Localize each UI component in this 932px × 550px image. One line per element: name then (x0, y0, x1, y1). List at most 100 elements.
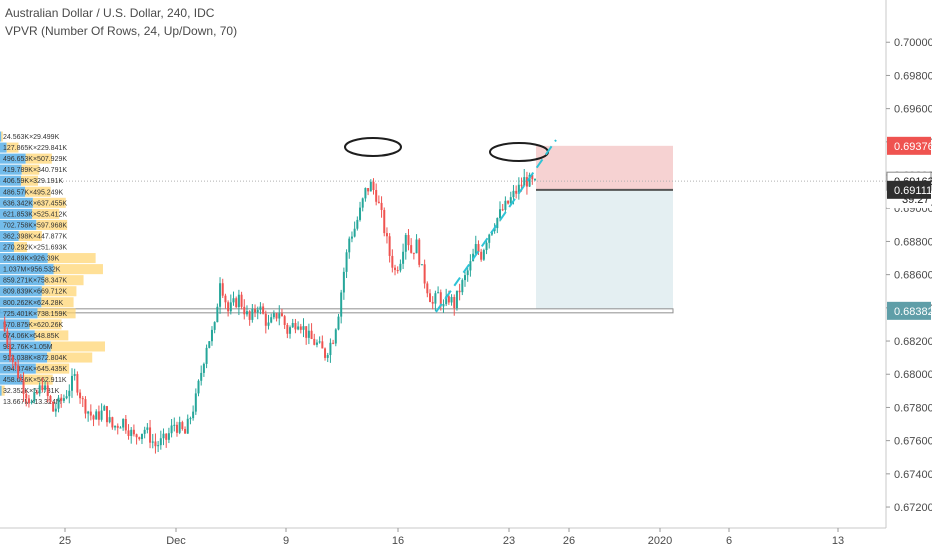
candle-body (496, 218, 499, 229)
candle-body (200, 372, 203, 381)
candle-body (458, 290, 461, 293)
candle-body (251, 309, 254, 320)
candle-body (278, 313, 281, 319)
time-axis[interactable]: 25 Dec 9 16 23 26 2020 6 13 (0, 527, 886, 547)
x-tick-label: Dec (166, 535, 186, 547)
volume-bar-up (0, 253, 48, 264)
candle-body (315, 342, 318, 345)
candle-body (11, 356, 14, 363)
candle-body (38, 385, 41, 394)
candle-body (259, 306, 262, 310)
candle-body (95, 411, 98, 420)
candle-body (429, 293, 432, 302)
candle-body (14, 362, 17, 366)
candle-body (103, 406, 106, 411)
candle-body (369, 181, 372, 192)
candle-body (229, 302, 232, 312)
candle-body (114, 425, 117, 428)
candle-body (364, 188, 367, 199)
volume-bar-down (23, 374, 53, 385)
candle-body (245, 311, 248, 315)
candle-body (122, 418, 125, 428)
price-axis[interactable]: 0.700000.698000.696000.694000.692000.690… (885, 0, 932, 528)
candle-body (437, 292, 440, 294)
candle-body (27, 398, 30, 403)
volume-row-label: 924.89K×926.39K (3, 256, 60, 263)
candle-body (240, 294, 243, 307)
candle-body (525, 177, 528, 187)
candle-body (154, 441, 157, 447)
candle-body (264, 313, 267, 326)
x-tick-label: 2020 (648, 535, 672, 547)
candle-body (385, 233, 388, 237)
candle-body (22, 380, 25, 394)
horizontal-lines (0, 180, 886, 314)
volume-bar-up (0, 264, 54, 275)
candle-body (402, 251, 405, 264)
candle-body (173, 424, 176, 426)
candle-body (146, 427, 149, 430)
candle-body (447, 296, 450, 303)
candle-body (394, 267, 397, 271)
volume-bar-up (0, 341, 51, 352)
volume-bar-down (47, 352, 93, 363)
indicator-legend[interactable]: VPVR (Number Of Rows, 24, Up/Down, 70) (5, 24, 238, 38)
chart-title: Australian Dollar / U.S. Dollar, 240, ID… (5, 6, 215, 20)
candle-body (100, 410, 103, 420)
volume-row-label: 702.758K×597.968K (3, 222, 67, 229)
candle-body (124, 418, 127, 431)
candle-body (399, 263, 402, 271)
candle-body (162, 433, 165, 439)
volume-bar-down (41, 297, 74, 308)
candle-body (254, 309, 257, 313)
candle-body (186, 418, 189, 434)
candle-body (439, 292, 442, 307)
candle-body (3, 321, 6, 332)
volume-row-label: 570.875K×620.26K (3, 322, 63, 329)
candle-body (396, 270, 399, 272)
candle-body (375, 190, 378, 202)
candle-body (205, 347, 208, 364)
risk-reward-zones (536, 145, 673, 311)
candle-body (434, 293, 437, 304)
candle-body (442, 304, 445, 307)
volume-bar-down (13, 242, 27, 253)
candle-body (167, 433, 170, 440)
volume-bar-up (0, 297, 42, 308)
candle-body (372, 181, 375, 191)
candle-body (232, 298, 235, 303)
candle-body (299, 326, 302, 330)
candle-body (332, 342, 335, 344)
candle-body (426, 283, 429, 294)
candle-body (219, 283, 222, 307)
candle-body (60, 397, 63, 401)
volume-bar-up (0, 131, 2, 142)
candle-body (466, 270, 469, 276)
candle-body (97, 411, 100, 420)
candle-body (46, 385, 49, 397)
candle-body (504, 200, 507, 210)
candle-body (388, 236, 391, 256)
candle-body (499, 209, 502, 219)
candle-body (79, 392, 82, 399)
price-label-box (887, 301, 931, 320)
volume-bar-up (0, 286, 42, 297)
volume-row-label: 694.374K×645.435K (3, 366, 67, 373)
candle-body (353, 228, 356, 237)
volume-bar-down (47, 253, 96, 264)
candle-body (482, 250, 485, 260)
y-tick-label: 0.67800 (894, 402, 932, 414)
candle-body (70, 375, 73, 391)
candle-body (237, 294, 240, 308)
candle-body (111, 417, 114, 428)
candle-body (297, 326, 300, 330)
candle-body (6, 331, 9, 345)
candle-body (181, 422, 184, 430)
candle-body (509, 197, 512, 204)
candle-body (194, 393, 197, 412)
candle-body (345, 252, 348, 272)
candle-body (84, 399, 87, 414)
volume-row-label: 362.398K×447.877K (3, 233, 67, 240)
candle-body (517, 184, 520, 194)
